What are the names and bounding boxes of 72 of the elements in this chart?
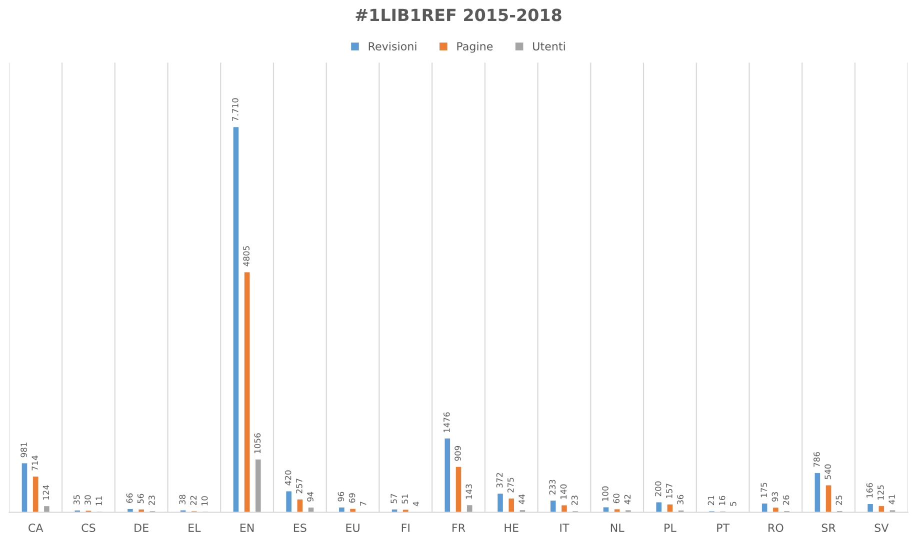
data-label: 4805 bbox=[243, 246, 250, 266]
data-label: 26 bbox=[782, 495, 790, 505]
data-label: 714 bbox=[32, 456, 38, 470]
data-label: 11 bbox=[96, 496, 102, 506]
x-tick-label: SR bbox=[822, 524, 836, 532]
x-tick-label: FI bbox=[402, 524, 410, 532]
data-label: 23 bbox=[571, 496, 578, 505]
x-tick-label: PL bbox=[664, 524, 676, 532]
data-label: 7.710 bbox=[232, 98, 238, 121]
data-label: 21 bbox=[708, 496, 714, 506]
data-label: 41 bbox=[888, 494, 895, 504]
data-label: 30 bbox=[84, 495, 91, 505]
x-tick-label: IT bbox=[560, 524, 570, 532]
data-label: 372 bbox=[496, 473, 503, 488]
x-tick-label: EU bbox=[346, 524, 360, 532]
x-tick-label: NL bbox=[610, 524, 624, 532]
data-label: 94 bbox=[307, 492, 314, 502]
data-label: 4 bbox=[412, 502, 420, 506]
legend-label: Pagine bbox=[457, 42, 493, 53]
data-label: 25 bbox=[836, 496, 842, 505]
data-label: 22 bbox=[190, 496, 196, 506]
data-label: 44 bbox=[518, 494, 525, 504]
data-label: 143 bbox=[466, 484, 472, 499]
x-tick-label: ES bbox=[294, 524, 306, 532]
data-label: 1476 bbox=[444, 412, 450, 432]
data-label: 140 bbox=[560, 484, 567, 499]
data-label: 69 bbox=[348, 493, 356, 503]
x-tick-label: PT bbox=[717, 524, 730, 532]
data-label: 786 bbox=[814, 452, 820, 467]
data-label: 35 bbox=[73, 495, 80, 504]
data-label: 157 bbox=[666, 484, 672, 498]
data-label: 1056 bbox=[254, 433, 261, 454]
x-tick-label: DE bbox=[134, 524, 148, 532]
data-label: 93 bbox=[772, 492, 778, 502]
x-tick-label: FR bbox=[452, 524, 466, 532]
data-label: 200 bbox=[654, 481, 662, 496]
data-label: 275 bbox=[507, 478, 514, 492]
data-label: 100 bbox=[602, 486, 608, 501]
x-tick-label: CA bbox=[28, 524, 44, 532]
legend-label: Utenti bbox=[533, 42, 565, 51]
data-label: 10 bbox=[201, 496, 208, 506]
data-label: 124 bbox=[42, 485, 49, 500]
x-tick-label: HE bbox=[504, 524, 518, 532]
data-label: 38 bbox=[179, 494, 186, 504]
x-tick-label: SV bbox=[874, 524, 889, 532]
data-label: 96 bbox=[338, 492, 344, 502]
x-tick-label: RO bbox=[768, 524, 784, 532]
data-label: 166 bbox=[866, 483, 873, 498]
data-label: 7 bbox=[360, 502, 366, 506]
data-label: 56 bbox=[137, 494, 144, 504]
chart-title: #1LIB1REF 2015-2018 bbox=[356, 8, 562, 22]
data-label: 5 bbox=[730, 502, 736, 506]
data-label: 16 bbox=[718, 496, 726, 506]
data-label: 175 bbox=[760, 482, 767, 498]
x-tick-label: EN bbox=[240, 524, 254, 532]
data-label: 23 bbox=[148, 496, 155, 505]
data-label: 257 bbox=[296, 478, 302, 494]
data-label: 57 bbox=[390, 494, 397, 504]
data-label: 36 bbox=[677, 494, 684, 504]
data-label: 42 bbox=[624, 494, 630, 504]
data-label: 420 bbox=[284, 470, 292, 486]
data-label: 51 bbox=[402, 494, 408, 504]
data-label: 909 bbox=[454, 446, 461, 461]
x-tick-label: EL bbox=[188, 524, 201, 532]
legend-label: Revisioni bbox=[368, 42, 416, 51]
data-label: 125 bbox=[878, 485, 884, 500]
data-label: 233 bbox=[549, 480, 556, 494]
data-label: 60 bbox=[613, 494, 620, 504]
data-label: 981 bbox=[20, 442, 27, 458]
x-tick-label: CS bbox=[82, 524, 96, 532]
data-label: 540 bbox=[824, 464, 831, 480]
data-label: 66 bbox=[126, 493, 133, 503]
